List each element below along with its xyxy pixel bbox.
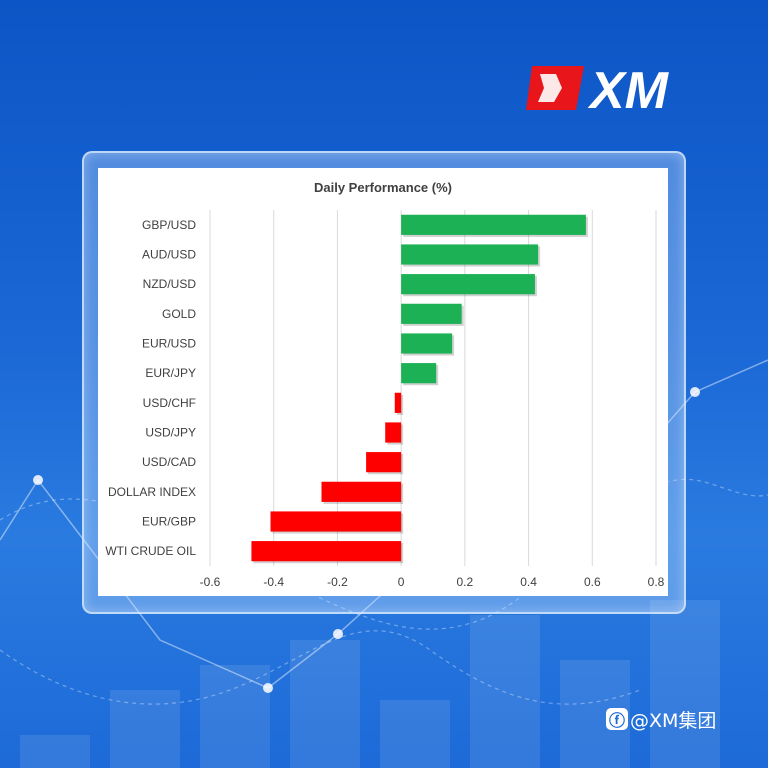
x-tick-label: 0.4: [520, 575, 537, 589]
bar-chart: Daily Performance (%) GBP/USD AUD/USD NZD/…: [105, 180, 665, 589]
x-tick-label: -0.6: [200, 575, 221, 589]
bar: [401, 333, 453, 354]
bar: [366, 452, 402, 473]
watermark: ⓕ @XM集团: [606, 705, 716, 733]
bar: [401, 274, 535, 295]
x-axis-ticks: -0.6 -0.4 -0.2 0 0.2 0.4 0.6 0.8: [200, 575, 665, 589]
category-labels: GBP/USD AUD/USD NZD/USD GOLD EUR/USD EUR/JPY U…: [105, 218, 196, 558]
bar: [401, 363, 437, 384]
x-tick-label: 0.2: [457, 575, 474, 589]
bar: [385, 422, 402, 443]
category-label: USD/JPY: [145, 426, 196, 440]
category-label: AUD/USD: [142, 248, 196, 262]
x-tick-label: 0: [398, 575, 405, 589]
wechat-icon: ⓕ: [606, 708, 628, 730]
bar: [394, 392, 402, 413]
bar: [401, 244, 539, 265]
category-label: USD/CHF: [143, 396, 196, 410]
x-tick-label: 0.8: [648, 575, 665, 589]
category-label: EUR/JPY: [145, 366, 196, 380]
bar: [401, 214, 586, 235]
bar: [270, 511, 402, 532]
watermark-text: @XM集团: [630, 709, 717, 732]
category-label: WTI CRUDE OIL: [105, 544, 196, 558]
category-label: EUR/GBP: [142, 515, 196, 529]
chart-title: Daily Performance (%): [314, 180, 452, 195]
category-label: GOLD: [162, 307, 196, 321]
gridlines: [209, 210, 657, 566]
logo-text: XM: [587, 62, 670, 116]
category-label: DOLLAR INDEX: [108, 485, 196, 499]
chart-container: Daily Performance (%) GBP/USD AUD/USD NZD/…: [98, 168, 668, 596]
category-label: EUR/USD: [142, 337, 196, 351]
category-label: NZD/USD: [143, 277, 197, 291]
bar: [401, 303, 462, 324]
bars: [251, 214, 588, 564]
x-tick-label: -0.2: [327, 575, 348, 589]
category-label: GBP/USD: [142, 218, 196, 232]
x-tick-label: -0.4: [263, 575, 284, 589]
x-tick-label: 0.6: [584, 575, 601, 589]
category-label: USD/CAD: [142, 455, 196, 469]
bar: [251, 541, 402, 562]
xm-logo: XM: [526, 62, 670, 116]
bar: [321, 481, 402, 502]
